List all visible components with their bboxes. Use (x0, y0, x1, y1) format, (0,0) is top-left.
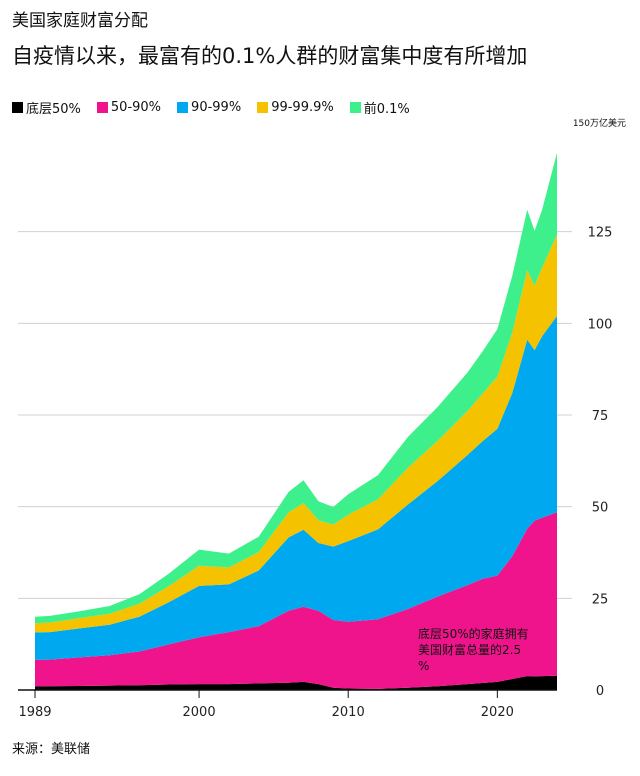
legend-swatch-50-90 (96, 102, 108, 113)
y-unit-label: 150万亿美元 (572, 119, 626, 129)
annotation-line-1: 底层50%的家庭拥有 (418, 626, 529, 641)
legend-item-90-99: 90-99% (177, 100, 241, 115)
legend-label-top01: 前0.1% (363, 102, 410, 117)
area-p90_99 (35, 316, 557, 660)
legend-swatch-bottom50 (12, 102, 23, 113)
chart-title: 美国家庭财富分配 (12, 11, 148, 31)
source-note: 来源：美联储 (12, 742, 91, 757)
y-tick-label-75: 75 (592, 409, 609, 424)
x-tick-label-2020: 2020 (481, 705, 514, 720)
x-tick-label-1989: 1989 (18, 705, 51, 720)
y-tick-label-100: 100 (588, 317, 613, 332)
x-tick-label-2010: 2010 (332, 705, 365, 720)
legend-label-bottom50: 底层50% (26, 102, 81, 117)
legend-swatch-99-999 (257, 102, 269, 113)
chart-subtitle: 自疫情以来，最富有的0.1%人群的财富集中度有所增加 (12, 44, 528, 68)
legend-item-bottom50: 底层50% (12, 98, 81, 117)
legend-item-50-90: 50-90% (96, 100, 162, 115)
annotation-line-2: 美国财富总量的2.5 (418, 642, 521, 657)
legend-label-50-90: 50-90% (110, 100, 162, 115)
y-tick-label-50: 50 (592, 501, 609, 516)
area-p99_999 (35, 234, 557, 633)
area-series (35, 152, 557, 690)
y-tick-label-125: 125 (588, 226, 613, 241)
x-tick-label-2000: 2000 (183, 705, 216, 720)
legend-swatch-90-99 (177, 102, 189, 113)
legend-item-top01: 前0.1% (349, 98, 410, 117)
legend-label-99-999: 99-99.9% (271, 100, 334, 115)
legend: 底层50% 50-90% 90-99% 99-99.9% 前0.1% (12, 98, 410, 117)
axes: 0 25 50 75 100 125 1989 2000 2010 2020 (18, 226, 612, 720)
legend-item-99-999: 99-99.9% (257, 100, 334, 115)
legend-label-90-99: 90-99% (191, 100, 242, 115)
area-p50_90 (35, 512, 557, 689)
legend-swatch-top01 (349, 102, 361, 113)
y-tick-label-25: 25 (592, 592, 609, 607)
area-bottom50 (35, 675, 557, 690)
annotation-line-3: % (418, 659, 429, 673)
y-tick-label-0: 0 (596, 684, 604, 699)
